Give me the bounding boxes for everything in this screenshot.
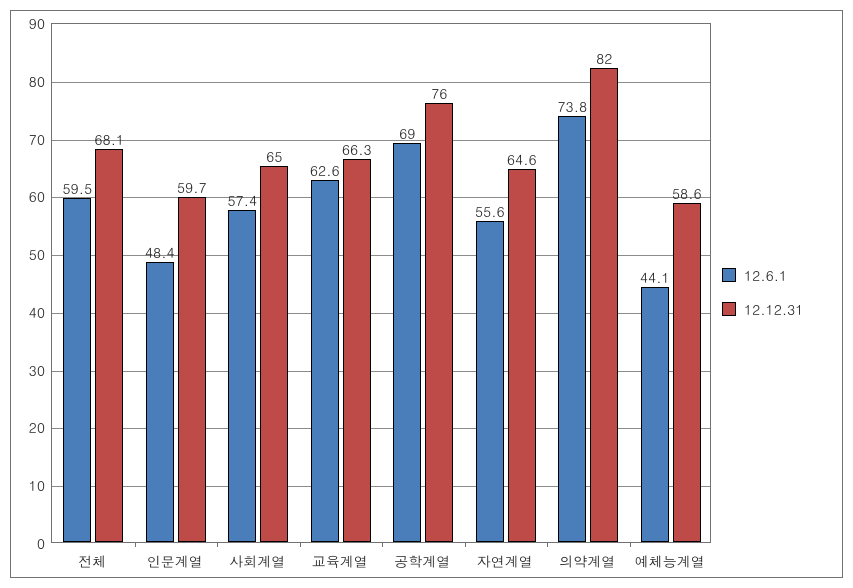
y-tick-label: 70 xyxy=(11,129,45,149)
plot-area: 59.568.148.459.757.46562.666.3697655.664… xyxy=(51,23,711,543)
y-tick-label: 10 xyxy=(11,475,45,495)
bar-12-6-1 xyxy=(63,198,91,542)
bar-12-12-31 xyxy=(590,68,618,542)
bar-12-12-31 xyxy=(260,166,288,542)
x-category-label: 인문계열 xyxy=(134,551,217,571)
bar-value-label: 62.6 xyxy=(310,160,340,180)
y-tick-label: 50 xyxy=(11,244,45,264)
bar-value-label: 44.1 xyxy=(640,267,670,287)
legend-swatch xyxy=(722,268,736,282)
bar-value-label: 57.4 xyxy=(227,190,257,210)
x-category-label: 자연계열 xyxy=(464,551,547,571)
bar-12-6-1 xyxy=(311,180,339,542)
legend-label: 12.12.31 xyxy=(744,299,803,319)
y-tick-label: 30 xyxy=(11,360,45,380)
bar-value-label: 64.6 xyxy=(507,149,537,169)
legend-item: 12.12.31 xyxy=(722,299,828,319)
x-category-label: 예체능계열 xyxy=(629,551,712,571)
bar-12-6-1 xyxy=(146,262,174,542)
x-category-label: 전체 xyxy=(51,551,134,571)
bar-value-label: 59.5 xyxy=(62,178,92,198)
bar-value-label: 59.7 xyxy=(177,177,207,197)
bar-12-12-31 xyxy=(425,103,453,542)
bar-layer xyxy=(52,24,710,542)
x-category-label: 교육계열 xyxy=(299,551,382,571)
bar-12-6-1 xyxy=(393,143,421,542)
legend-swatch xyxy=(722,302,736,316)
y-tick-label: 0 xyxy=(11,533,45,553)
chart-container: 0 10 20 30 40 50 60 70 80 90 59.5 68.1 48.4 59.7 57.4… xyxy=(10,10,843,578)
bar-value-label: 66.3 xyxy=(342,139,372,159)
bar-12-6-1 xyxy=(228,210,256,542)
bar-value-label: 48.4 xyxy=(145,242,175,262)
bar-value-label: 68.1 xyxy=(94,129,124,149)
bar-12-6-1 xyxy=(641,287,669,542)
bar-12-12-31 xyxy=(508,169,536,542)
y-tick-label: 20 xyxy=(11,417,45,437)
bar-value-label: 58.6 xyxy=(672,183,702,203)
bar-value-label: 65 xyxy=(266,146,282,166)
legend-label: 12.6.1 xyxy=(744,265,787,285)
legend: 12.6.1 12.12.31 xyxy=(722,251,828,333)
bar-value-label: 73.8 xyxy=(557,96,587,116)
legend-item: 12.6.1 xyxy=(722,265,828,285)
bar-12-12-31 xyxy=(178,197,206,542)
y-tick-label: 90 xyxy=(11,13,45,33)
bar-value-label: 55.6 xyxy=(475,201,505,221)
bar-value-label: 82 xyxy=(596,48,612,68)
y-tick-label: 40 xyxy=(11,302,45,322)
y-tick-label: 60 xyxy=(11,186,45,206)
x-category-label: 의약계열 xyxy=(546,551,629,571)
bar-12-12-31 xyxy=(343,159,371,542)
bar-12-6-1 xyxy=(476,221,504,542)
bar-value-label: 76 xyxy=(431,83,447,103)
bar-12-6-1 xyxy=(558,116,586,542)
x-category-label: 사회계열 xyxy=(216,551,299,571)
bar-12-12-31 xyxy=(673,203,701,542)
x-category-label: 공학계열 xyxy=(381,551,464,571)
y-tick-label: 80 xyxy=(11,71,45,91)
bar-12-12-31 xyxy=(95,149,123,542)
